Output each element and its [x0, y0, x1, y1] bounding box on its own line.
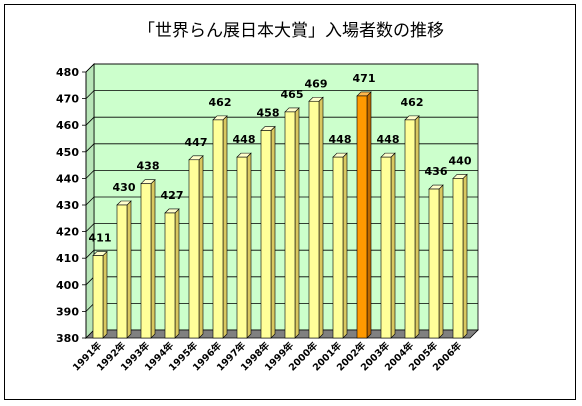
- bar-front: [356, 95, 368, 339]
- bar-side: [390, 152, 396, 339]
- bar-front: [260, 130, 272, 339]
- data-label: 462: [209, 96, 232, 109]
- bar: [332, 152, 348, 339]
- bar-front: [404, 119, 416, 339]
- bar: [188, 155, 204, 339]
- data-label: 471: [353, 72, 376, 85]
- y-tick-label: 450: [56, 146, 79, 159]
- bar-side: [222, 115, 228, 339]
- bar: [380, 152, 396, 339]
- bar-side: [270, 125, 276, 339]
- y-tick-label: 390: [56, 305, 79, 318]
- data-label: 411: [89, 232, 112, 245]
- bar-side: [246, 152, 252, 339]
- bar-front: [332, 156, 344, 339]
- bar-side: [102, 250, 108, 339]
- data-label: 438: [137, 160, 160, 173]
- y-tick-label: 400: [56, 279, 79, 292]
- data-label: 469: [305, 77, 328, 90]
- bar-side: [150, 178, 156, 339]
- bar-front: [236, 156, 248, 339]
- gridline: [85, 169, 478, 179]
- y-tick-label: 380: [56, 332, 79, 345]
- data-labels: 4114304384274474624484584654694484714484…: [89, 72, 472, 245]
- bar-front: [116, 204, 128, 339]
- bar-front: [284, 111, 296, 339]
- bar-side: [438, 184, 444, 339]
- bar-front: [92, 255, 104, 339]
- y-tick-label: 470: [56, 93, 79, 106]
- bar: [428, 184, 444, 339]
- bar-front: [308, 100, 320, 339]
- y-tick-label: 460: [56, 119, 79, 132]
- y-tick-label: 440: [56, 172, 79, 185]
- bar: [164, 208, 180, 339]
- bar: [140, 178, 156, 339]
- bar: [116, 200, 132, 339]
- x-axis: 1991年1992年1993年1994年1995年1996年1997年1998年…: [70, 339, 464, 373]
- bar-front: [140, 183, 152, 339]
- data-label: 448: [377, 133, 400, 146]
- bar: [356, 91, 372, 339]
- data-label: 462: [401, 96, 424, 109]
- bar: [212, 115, 228, 339]
- bars: [92, 91, 468, 339]
- data-label: 448: [233, 133, 256, 146]
- y-tick-label: 480: [56, 66, 79, 79]
- y-tick-label: 420: [56, 226, 79, 239]
- bar-side: [462, 173, 468, 339]
- bar: [284, 107, 300, 339]
- bar-front: [188, 159, 200, 339]
- data-label: 447: [185, 136, 208, 149]
- gridline: [85, 63, 478, 73]
- bar-front: [428, 188, 440, 339]
- bar-front: [452, 178, 464, 339]
- data-label: 436: [425, 165, 448, 178]
- gridline: [85, 223, 478, 232]
- gridline: [85, 249, 478, 259]
- bar: [92, 250, 108, 339]
- y-axis: 380 390 400 410 420 430 440 450 460 470 480: [56, 66, 87, 345]
- bar-side: [414, 115, 420, 339]
- gridlines: [85, 63, 478, 312]
- gridline: [85, 196, 478, 206]
- y-tick-label: 410: [56, 252, 79, 265]
- bar-side: [126, 200, 132, 339]
- bar: [404, 115, 420, 339]
- chart-title: 「世界らん展日本大賞」入場者数の推移: [138, 21, 444, 41]
- bar-side: [198, 155, 204, 339]
- data-label: 448: [329, 133, 352, 146]
- bar-front: [212, 119, 224, 339]
- data-label: 430: [113, 181, 136, 194]
- data-label: 440: [449, 154, 472, 167]
- data-label: 465: [281, 88, 304, 101]
- y-tick-label: 430: [56, 199, 79, 212]
- bar: [308, 96, 324, 339]
- bar-side: [366, 91, 372, 339]
- bar: [260, 125, 276, 339]
- bar-side: [294, 107, 300, 339]
- bar-side: [174, 208, 180, 339]
- data-label: 427: [161, 189, 184, 202]
- gridline: [85, 90, 478, 99]
- bar: [452, 173, 468, 339]
- data-label: 458: [257, 107, 280, 120]
- gridline: [85, 143, 478, 153]
- bar-front: [380, 156, 392, 339]
- bar-front: [164, 212, 176, 339]
- bar: [236, 152, 252, 339]
- bar-side: [318, 96, 324, 339]
- gridline: [85, 116, 478, 126]
- bar-side: [342, 152, 348, 339]
